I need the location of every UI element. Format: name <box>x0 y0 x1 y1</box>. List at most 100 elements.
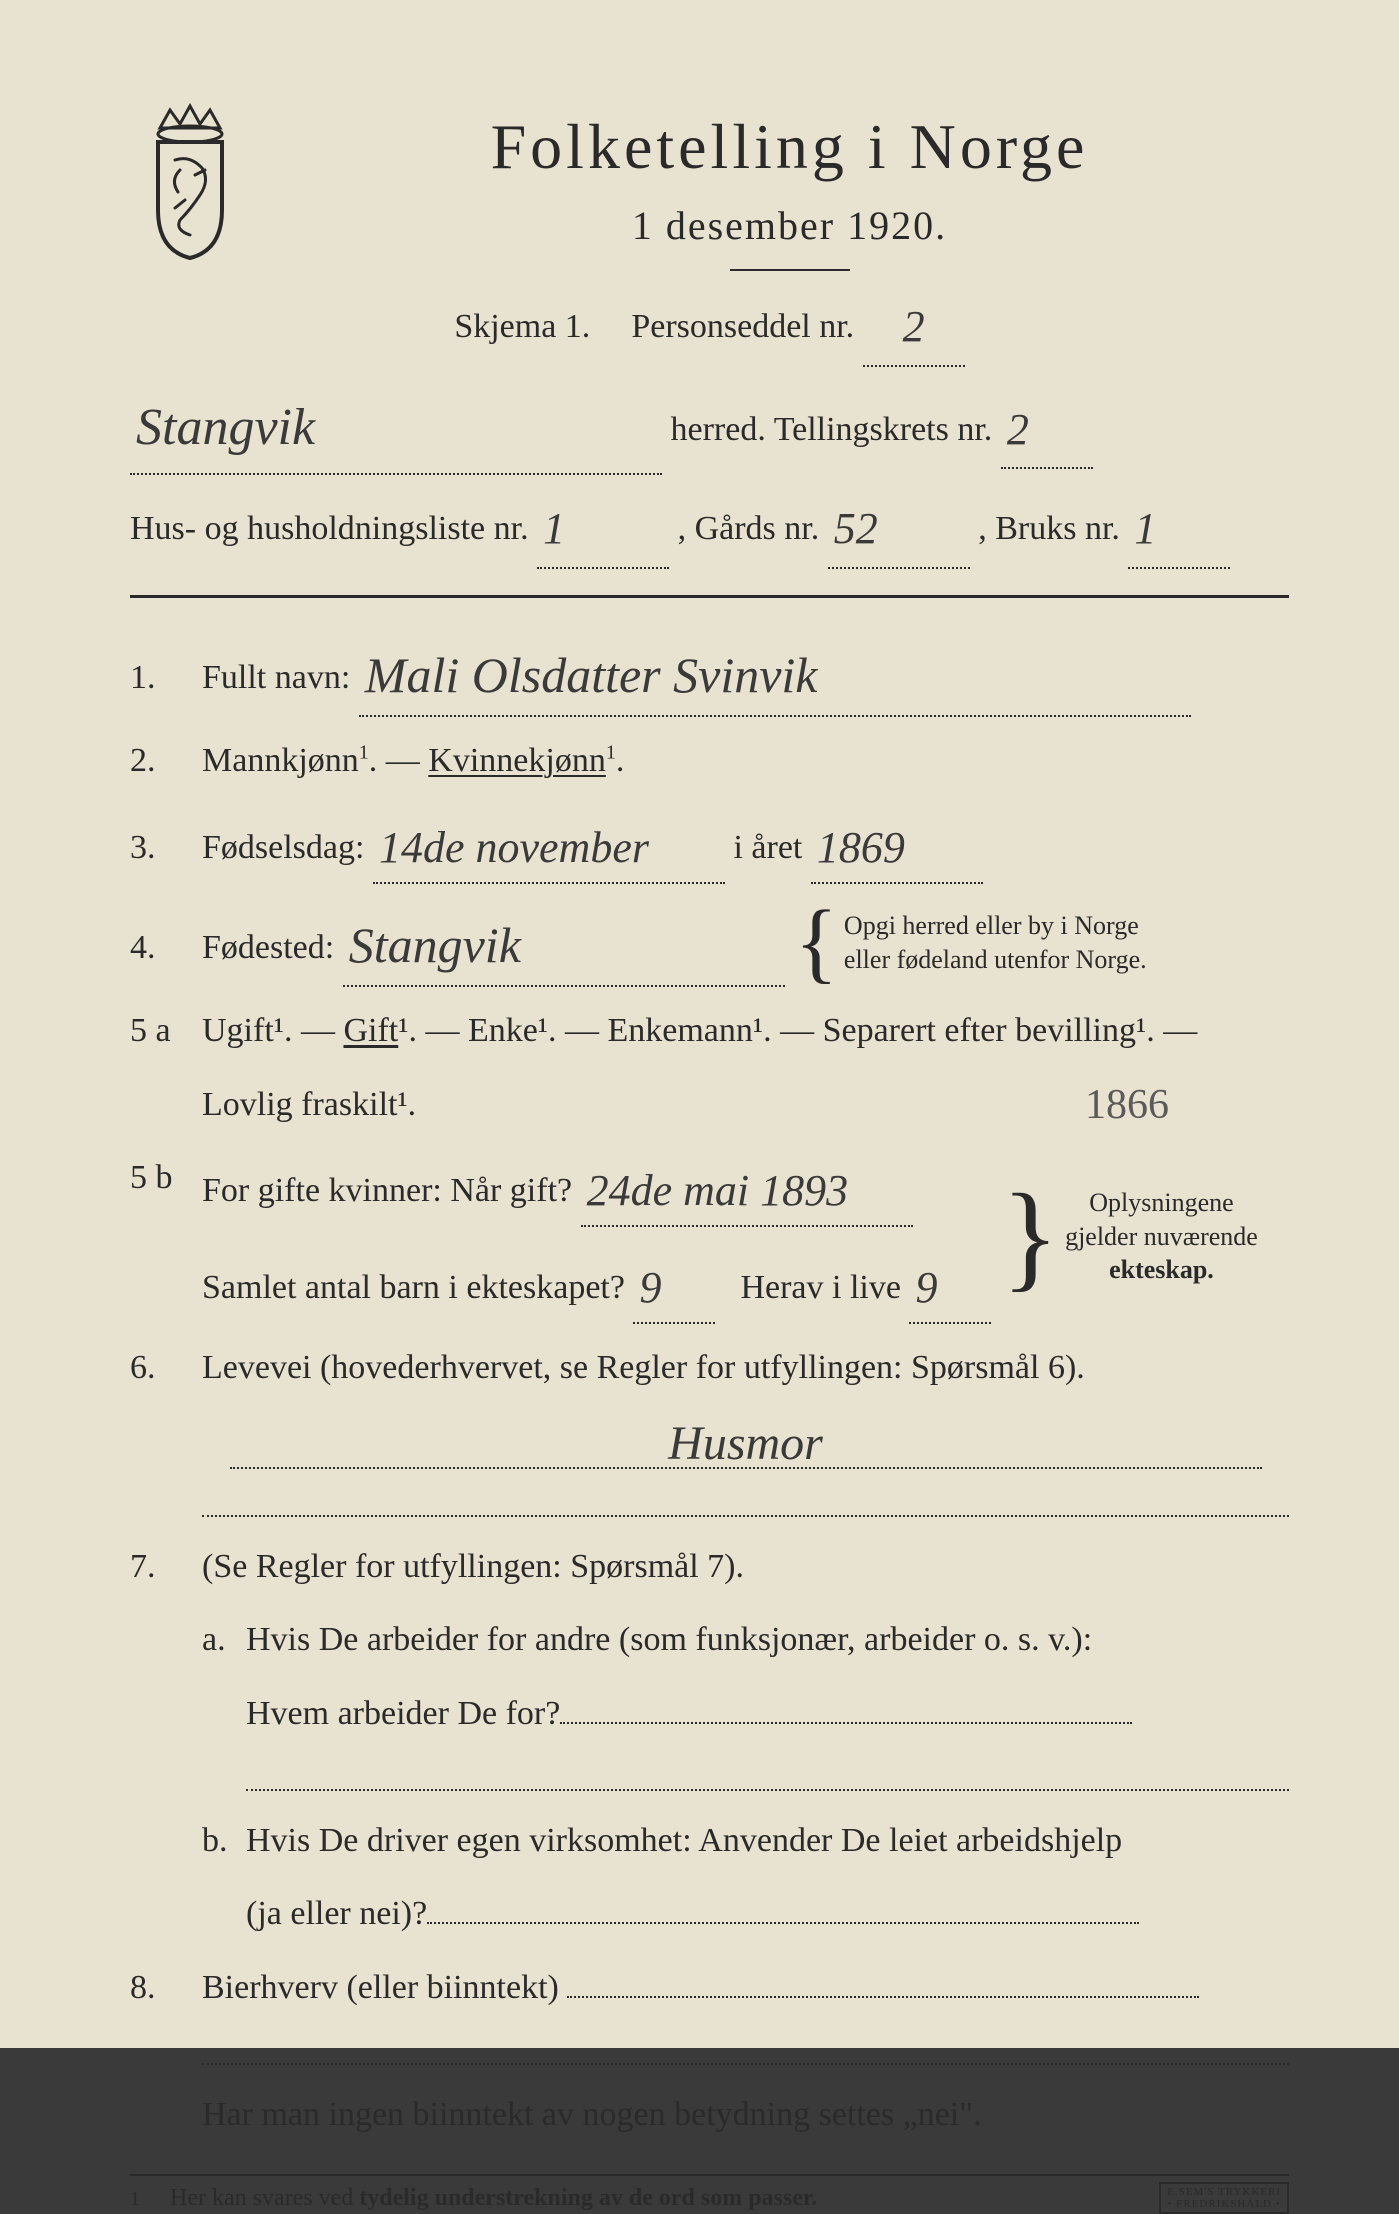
skjema-label: Skjema 1. <box>454 308 590 345</box>
q5b-note-l1: Oplysningene <box>1089 1188 1233 1217</box>
header-row: Folketelling i Norge 1 desember 1920. <box>130 100 1289 271</box>
q1-label: Fullt navn: <box>202 659 350 696</box>
q2-sup1: 1 <box>359 742 369 764</box>
q4-note-l2: eller fødeland utenfor Norge. <box>844 945 1147 974</box>
q5a-opts2: ¹. — Enke¹. — Enkemann¹. — Separert efte… <box>398 1012 1197 1049</box>
q4-note-l1: Opgi herred eller by i Norge <box>844 911 1139 940</box>
q7a-letter: a. <box>202 1610 246 1670</box>
date-line: 1 desember 1920. <box>290 202 1289 249</box>
q5b-val2: 9 <box>639 1263 661 1312</box>
personseddel-nr: 2 <box>903 302 925 351</box>
personseddel-label: Personseddel nr. <box>631 308 854 345</box>
q5a-opts1: Ugift¹. — <box>202 1012 343 1049</box>
q7-row: 7. (Se Regler for utfyllingen: Spørsmål … <box>130 1537 1289 1597</box>
q6-value: Husmor <box>668 1417 823 1470</box>
q5b-brace: } Oplysningene gjelder nuværende ekteska… <box>1001 1186 1257 1287</box>
q3-year-label: i året <box>733 829 802 866</box>
herred-value: Stangvik <box>136 399 315 456</box>
footer-rule <box>130 2174 1289 2176</box>
q5a-gift: Gift <box>343 1012 398 1049</box>
q6-num: 6. <box>130 1338 202 1398</box>
closing-row: Har man ingen biinntekt av nogen betydni… <box>130 2085 1289 2145</box>
herred-label: herred. Tellingskrets nr. <box>671 411 993 448</box>
q1-row: 1. Fullt navn: Mali Olsdatter Svinvik <box>130 628 1289 718</box>
q2-sup2: 1 <box>606 742 616 764</box>
q7b-l2: (ja eller nei)? <box>246 1884 427 1944</box>
q7b-l1: Hvis De driver egen virksomhet: Anvender… <box>246 1811 1122 1871</box>
main-title: Folketelling i Norge <box>290 110 1289 184</box>
divider-main <box>130 595 1289 598</box>
q5a-row: 5 a Ugift¹. — Gift¹. — Enke¹. — Enkemann… <box>130 1001 1289 1061</box>
q7b-letter: b. <box>202 1811 246 1871</box>
footnote-num: 1 <box>130 2188 170 2211</box>
q7b-row2: (ja eller nei)? <box>202 1884 1289 1944</box>
q7a-l1: Hvis De arbeider for andre (som funksjon… <box>246 1610 1092 1670</box>
printer-l2: • FREDRIKSHALD • <box>1167 2198 1281 2210</box>
closing-text: Har man ingen biinntekt av nogen betydni… <box>202 2085 1289 2145</box>
q8-num: 8. <box>130 1958 202 2018</box>
q7a-row: a. Hvis De arbeider for andre (som funks… <box>202 1610 1289 1670</box>
q7a-blank <box>246 1763 1289 1791</box>
q5b-val1: 24de mai 1893 <box>587 1166 849 1215</box>
q5b-val3: 9 <box>915 1263 937 1312</box>
q5b-num: 5 b <box>130 1148 202 1208</box>
q5b-label2: Samlet antal barn i ekteskapet? <box>202 1269 625 1306</box>
q7a-l2: Hvem arbeider De for? <box>246 1684 560 1744</box>
pencil-note: 1866 <box>1085 1069 1169 1143</box>
q2-num: 2. <box>130 731 202 791</box>
q5b-row: 5 b For gifte kvinner: Når gift? 24de ma… <box>130 1148 1289 1324</box>
q5b-note-l2: gjelder nuværende <box>1065 1222 1258 1251</box>
herred-line: Stangvik herred. Tellingskrets nr. 2 <box>130 375 1289 476</box>
hus-line: Hus- og husholdningsliste nr. 1 , Gårds … <box>130 483 1289 569</box>
title-block: Folketelling i Norge 1 desember 1920. <box>290 100 1289 271</box>
q6-value-line: Husmor <box>202 1412 1289 1469</box>
q7a-row2: Hvem arbeider De for? <box>202 1684 1289 1744</box>
hus-label: Hus- og husholdningsliste nr. <box>130 510 529 547</box>
q3-label: Fødselsdag: <box>202 829 364 866</box>
q6-blank-line <box>202 1489 1289 1517</box>
gards-label: , Gårds nr. <box>678 510 820 547</box>
q3-day: 14de november <box>379 823 649 872</box>
q6-label: Levevei (hovederhvervet, se Regler for u… <box>202 1338 1289 1398</box>
q4-label: Fødested: <box>202 929 334 966</box>
footnote-row: 1 Her kan svares ved tydelig understrekn… <box>130 2182 1289 2214</box>
q5a-row2: Lovlig fraskilt¹. 1866 <box>130 1075 1289 1135</box>
q1-value: Mali Olsdatter Svinvik <box>365 647 818 703</box>
q7b-row: b. Hvis De driver egen virksomhet: Anven… <box>202 1811 1289 1871</box>
q5b-note-l3: ekteskap. <box>1109 1255 1214 1284</box>
q5b-label3: Herav i live <box>740 1269 901 1306</box>
q7-label: (Se Regler for utfyllingen: Spørsmål 7). <box>202 1537 1289 1597</box>
coat-of-arms-icon <box>130 100 250 260</box>
tellingskrets-nr: 2 <box>1007 405 1029 454</box>
gards-nr: 52 <box>834 504 878 553</box>
q8-blank <box>202 2037 1289 2065</box>
footnote-bold: tydelig understrekning av de ord som pas… <box>359 2185 817 2211</box>
bruks-label: , Bruks nr. <box>978 510 1120 547</box>
q2-mann: Mannkjønn <box>202 742 359 779</box>
q7-num: 7. <box>130 1537 202 1597</box>
printer-l1: E.SEM'S TRYKKERI <box>1167 2186 1281 2198</box>
q8-row: 8. Bierhverv (eller biinntekt) <box>130 1958 1289 2018</box>
q3-year: 1869 <box>817 823 905 872</box>
q4-num: 4. <box>130 918 202 978</box>
q1-num: 1. <box>130 648 202 708</box>
printer-mark: E.SEM'S TRYKKERI • FREDRIKSHALD • <box>1159 2182 1289 2214</box>
census-form-page: Folketelling i Norge 1 desember 1920. Sk… <box>0 0 1399 2048</box>
bruks-nr: 1 <box>1134 504 1156 553</box>
skjema-line: Skjema 1. Personseddel nr. 2 <box>130 281 1289 367</box>
q4-brace: { Opgi herred eller by i Norge eller fød… <box>795 909 1147 977</box>
footnote-pre: Her kan svares ved <box>170 2185 359 2211</box>
hus-nr: 1 <box>543 504 565 553</box>
q4-value: Stangvik <box>349 917 521 973</box>
title-rule <box>730 269 850 271</box>
q2-kvinne: Kvinnekjønn <box>428 742 606 779</box>
q3-num: 3. <box>130 818 202 878</box>
q2-row: 2. Mannkjønn1. — Kvinnekjønn1. <box>130 731 1289 791</box>
q5b-label1: For gifte kvinner: Når gift? <box>202 1172 572 1209</box>
q4-row: 4. Fødested: Stangvik { Opgi herred elle… <box>130 898 1289 988</box>
q6-row: 6. Levevei (hovederhvervet, se Regler fo… <box>130 1338 1289 1398</box>
q2-dash: — <box>386 742 429 779</box>
q3-row: 3. Fødselsdag: 14de november i året 1869 <box>130 805 1289 884</box>
q5a-num: 5 a <box>130 1001 202 1061</box>
q8-label: Bierhverv (eller biinntekt) <box>202 1969 559 2006</box>
